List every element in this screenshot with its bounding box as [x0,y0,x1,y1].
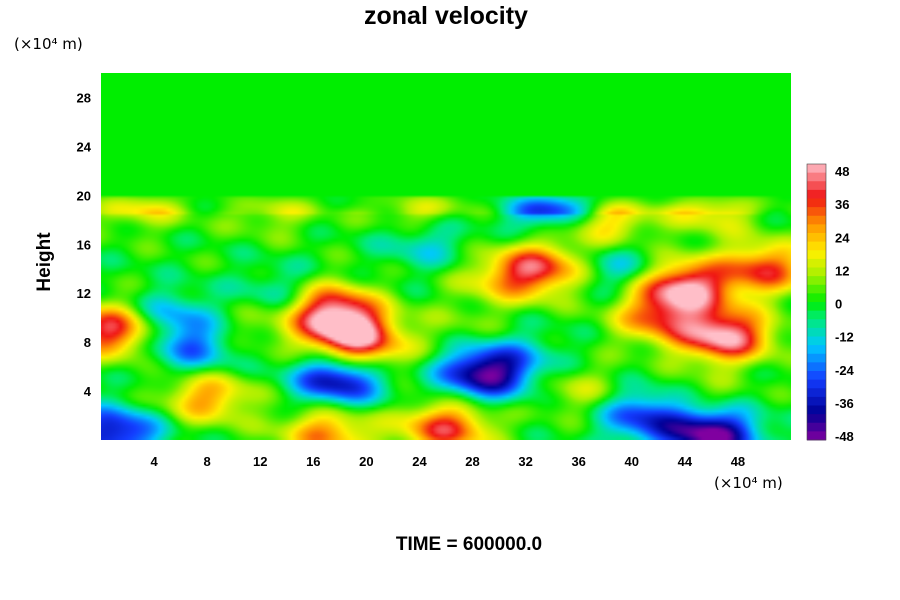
colorbar-swatch [807,414,826,424]
colorbar-swatch [807,327,826,337]
colorbar-swatch [807,396,826,406]
colorbar-swatch [807,310,826,320]
colorbar-swatch [807,362,826,372]
y-axis-ticks: 4 8 12 16 20 24 28 [77,90,92,399]
colorbar-swatch [807,215,826,225]
colorbar-swatch [807,319,826,329]
x-tick-label: 8 [204,454,211,469]
colorbar-tick-label: 24 [835,230,850,245]
colorbar-swatch [807,267,826,277]
colorbar-swatch [807,431,826,441]
y-tick-label: 20 [77,188,91,203]
colorbar-swatch [807,207,826,217]
y-tick-label: 8 [84,335,91,350]
x-tick-label: 44 [678,454,693,469]
colorbar-tick-label: -36 [835,396,854,411]
colorbar-swatch [807,405,826,415]
time-label: TIME = 600000.0 [396,534,542,555]
colorbar-tick-label: 0 [835,297,842,312]
x-tick-label: 28 [465,454,479,469]
colorbar-swatch [807,422,826,432]
colorbar-tick-label: 12 [835,263,849,278]
x-tick-label: 32 [518,454,532,469]
colorbar-swatch [807,258,826,268]
x-tick-label: 12 [253,454,267,469]
colorbar-swatch [807,233,826,243]
x-tick-label: 48 [731,454,745,469]
colorbar-swatch [807,276,826,286]
x-tick-label: 20 [359,454,373,469]
chart-title: zonal velocity [364,2,528,30]
colorbar-swatch [807,371,826,381]
x-axis-unit: (×10⁴ m) [714,474,783,492]
colorbar-tick-label: -24 [835,363,855,378]
colorbar-frame [806,163,827,441]
colorbar-swatch [807,250,826,260]
colorbar-swatch [807,284,826,294]
colorbar-tick-label: 36 [835,197,849,212]
colorbar-swatch [807,293,826,303]
y-tick-label: 4 [84,384,92,399]
colorbar [806,163,827,441]
colorbar-swatch [807,164,826,174]
colorbar-swatch [807,198,826,208]
velocity-field [101,73,791,440]
y-tick-label: 28 [77,90,91,105]
y-tick-label: 12 [77,286,91,301]
colorbar-tick-label: -12 [835,330,854,345]
plot-area [101,73,791,440]
colorbar-tick-label: -48 [835,429,854,444]
colorbar-labels: 48 36 24 12 0 -12 -24 -36 -48 [835,164,855,444]
x-tick-label: 16 [306,454,320,469]
y-axis-unit: (×10⁴ m) [14,35,83,53]
x-tick-label: 40 [625,454,639,469]
colorbar-swatch [807,189,826,199]
colorbar-swatch [807,302,826,312]
colorbar-swatch [807,181,826,191]
x-tick-label: 36 [571,454,585,469]
colorbar-swatch [807,353,826,363]
colorbar-swatch [807,388,826,398]
y-axis-label: Height [34,232,55,292]
x-axis-ticks: 4 8 12 16 20 24 28 32 36 40 44 48 [150,454,745,469]
colorbar-swatch [807,379,826,389]
colorbar-swatch [807,224,826,234]
colorbar-swatch [807,172,826,182]
colorbar-swatch [807,241,826,251]
x-tick-label: 4 [150,454,158,469]
colorbar-swatch [807,345,826,355]
colorbar-swatch [807,336,826,346]
y-tick-label: 24 [77,139,92,154]
x-tick-label: 24 [412,454,427,469]
y-tick-label: 16 [77,237,91,252]
colorbar-tick-label: 48 [835,164,849,179]
